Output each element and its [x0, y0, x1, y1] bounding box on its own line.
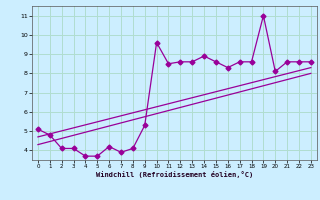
- X-axis label: Windchill (Refroidissement éolien,°C): Windchill (Refroidissement éolien,°C): [96, 171, 253, 178]
